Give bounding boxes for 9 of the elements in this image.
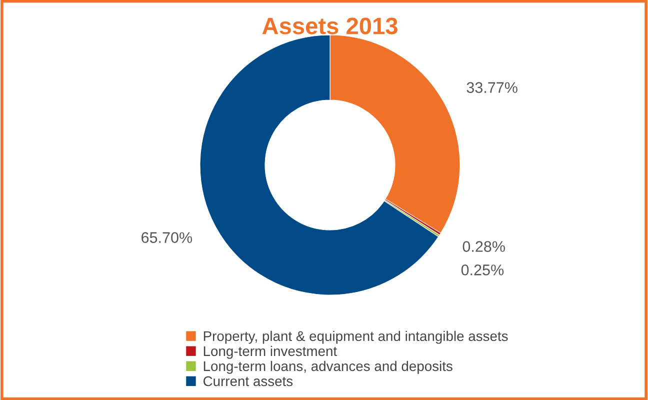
legend-label: Current assets (203, 376, 293, 386)
legend-label: Long-term loans, advances and deposits (204, 360, 452, 374)
data-label: 65.70% (142, 232, 192, 243)
data-label: 0.28% (462, 241, 505, 252)
legend-label: Long-term investment (204, 346, 337, 359)
legend-label: Property, plant & equipment and intangible assets (204, 330, 508, 344)
data-label: 33.77% (466, 82, 518, 93)
chart-title: Assets 2013 (262, 18, 398, 34)
data-label: 0.25% (461, 264, 504, 276)
